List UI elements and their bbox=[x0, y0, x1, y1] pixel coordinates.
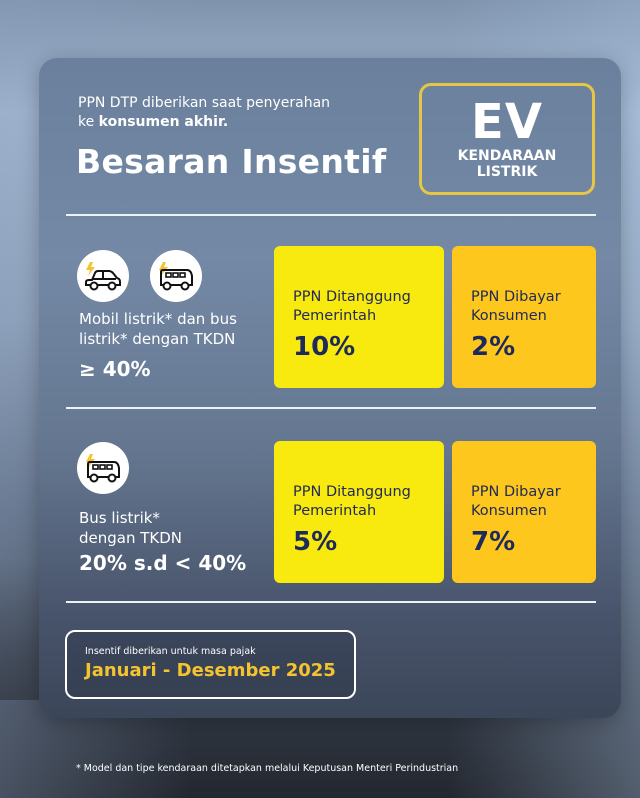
electric-bus-icon bbox=[77, 442, 129, 494]
divider-top bbox=[66, 214, 596, 216]
row-1-con-box: PPN Dibayar Konsumen 2% bbox=[452, 246, 596, 388]
row-1-threshold: ≥ 40% bbox=[79, 357, 151, 381]
page-title: Besaran Insentif bbox=[76, 142, 387, 181]
info-card bbox=[39, 58, 621, 718]
row-1-gov-pct: 10% bbox=[293, 332, 356, 362]
row-2-gov-box: PPN Ditanggung Pemerintah 5% bbox=[274, 441, 444, 583]
ev-badge-line-2: LISTRIK bbox=[476, 164, 538, 180]
tax-period-caption: Insentif diberikan untuk masa pajak bbox=[85, 646, 256, 657]
row-1-gov-box: PPN Ditanggung Pemerintah 10% bbox=[274, 246, 444, 388]
divider-bottom bbox=[66, 601, 596, 603]
intro-line-1: PPN DTP diberikan saat penyerahan bbox=[78, 95, 331, 111]
divider-middle bbox=[66, 407, 596, 409]
footnote: * Model dan tipe kendaraan ditetapkan me… bbox=[76, 763, 459, 774]
intro-emphasis: konsumen akhir. bbox=[98, 114, 229, 130]
ev-badge-line-1: KENDARAAN bbox=[457, 148, 557, 164]
tax-period-box: Insentif diberikan untuk masa pajak Janu… bbox=[65, 630, 356, 699]
tax-period-range: Januari - Desember 2025 bbox=[85, 660, 336, 681]
row-2-label: Bus listrik* dengan TKDN bbox=[79, 509, 183, 547]
electric-car-icon bbox=[77, 250, 129, 302]
intro-text: PPN DTP diberikan saat penyerahan ke kon… bbox=[78, 94, 330, 132]
row-2-threshold: 20% s.d < 40% bbox=[79, 551, 247, 575]
intro-line-2: ke konsumen akhir. bbox=[78, 114, 229, 130]
row-1-label: Mobil listrik* dan bus listrik* dengan T… bbox=[79, 310, 237, 348]
row-2-con-pct: 7% bbox=[471, 527, 516, 557]
ev-badge-title: EV bbox=[471, 94, 543, 150]
row-2-con-box: PPN Dibayar Konsumen 7% bbox=[452, 441, 596, 583]
row-1-con-pct: 2% bbox=[471, 332, 516, 362]
ev-badge: EV KENDARAAN LISTRIK bbox=[419, 83, 595, 195]
row-2-gov-pct: 5% bbox=[293, 527, 338, 557]
electric-bus-icon bbox=[150, 250, 202, 302]
